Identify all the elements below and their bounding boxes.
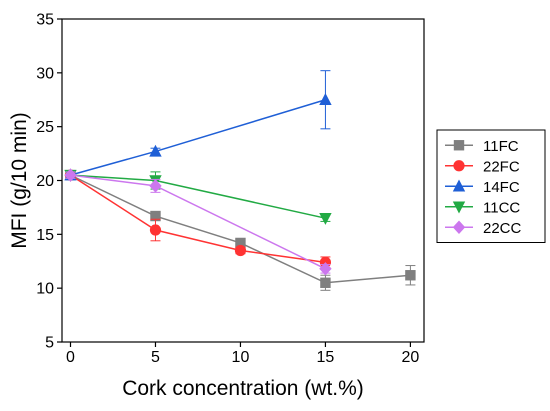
- legend: 11FC 22FC 14FC 11CC 22CC: [436, 129, 546, 243]
- data-point: [319, 212, 332, 225]
- legend-label: 14FC: [483, 179, 520, 196]
- legend-marker: [453, 140, 465, 151]
- legend-item: 22CC: [445, 220, 522, 237]
- data-point: [149, 144, 162, 157]
- y-tick-label: 35: [36, 12, 54, 29]
- legend-marker: [452, 220, 466, 234]
- series-22FC: [64, 169, 332, 269]
- legend-item: 22FC: [445, 158, 520, 175]
- data-point: [320, 277, 331, 288]
- x-tick-label: 5: [151, 349, 160, 366]
- legend-marker: [453, 160, 465, 172]
- data-point: [150, 210, 161, 222]
- legend-label: 11FC: [483, 138, 519, 155]
- y-tick-label: 10: [36, 281, 54, 298]
- data-point: [64, 168, 77, 182]
- data-point: [149, 179, 162, 193]
- y-axis-title: MFI (g/10 min): [8, 112, 31, 249]
- legend-marker: [452, 179, 466, 192]
- legend-item: 11CC: [445, 199, 520, 216]
- data-point: [319, 262, 332, 276]
- legend-item: 11FC: [445, 138, 519, 155]
- legend-marker: [452, 201, 466, 214]
- legend-label: 22CC: [483, 220, 522, 237]
- series-line: [70, 174, 326, 219]
- series-line: [70, 174, 411, 284]
- series-11FC: [65, 169, 416, 291]
- y-tick-label: 25: [36, 119, 54, 136]
- x-axis-title: Cork concentration (wt.%): [122, 377, 364, 400]
- series-layer: [64, 70, 416, 291]
- y-tick-label: 30: [36, 65, 54, 82]
- y-tick-label: 20: [36, 173, 54, 190]
- data-point: [234, 244, 247, 257]
- legend-label: 11CC: [483, 199, 520, 216]
- series-line: [70, 174, 326, 264]
- data-point: [319, 93, 332, 105]
- series-14FC: [64, 70, 332, 181]
- x-tick-label: 20: [402, 349, 420, 366]
- x-tick-label: 0: [66, 349, 75, 366]
- data-point: [149, 224, 162, 236]
- y-tick-label: 15: [36, 227, 54, 244]
- data-point: [405, 270, 416, 281]
- data-point: [235, 237, 246, 249]
- legend-item: 14FC: [445, 179, 520, 196]
- series-22CC: [64, 168, 332, 276]
- x-tick-label: 15: [317, 349, 335, 366]
- series-line: [70, 99, 326, 176]
- x-tick-label: 10: [232, 349, 250, 366]
- y-tick-label: 5: [45, 335, 54, 352]
- legend-label: 22FC: [483, 158, 520, 175]
